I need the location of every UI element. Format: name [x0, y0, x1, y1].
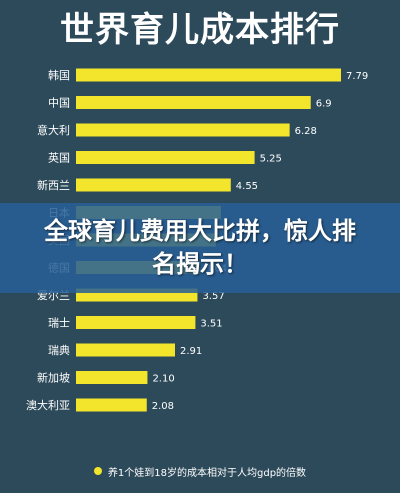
category-label: 瑞士: [48, 316, 70, 330]
bar: [76, 398, 147, 412]
value-label: 2.08: [152, 401, 174, 412]
legend-swatch: [93, 467, 102, 475]
category-label: 中国: [48, 97, 70, 110]
category-label: 新加坡: [37, 371, 70, 385]
legend-label: 养1个娃到18岁的成本相对于人均gdp的倍数: [107, 467, 307, 479]
bar: [76, 178, 231, 192]
value-label: 5.25: [260, 154, 282, 165]
headline-banner: 全球育儿费用大比拼，惊人排名揭示！: [0, 203, 400, 293]
chart-legend: 养1个娃到18岁的成本相对于人均gdp的倍数: [0, 463, 400, 479]
value-label: 3.51: [200, 319, 222, 330]
value-label: 7.79: [346, 71, 368, 82]
value-label: 6.9: [316, 99, 332, 110]
bar: [76, 96, 311, 109]
value-label: 4.55: [236, 181, 258, 192]
category-label: 英国: [48, 151, 70, 165]
bar: [76, 343, 175, 357]
category-label: 意大利: [37, 123, 70, 137]
value-label: 2.91: [180, 346, 202, 357]
chart-title: 世界育儿成本排行: [60, 10, 340, 50]
headline-text: 全球育儿费用大比拼，惊人排名揭示！: [44, 217, 356, 278]
category-label: 新西兰: [37, 178, 70, 192]
category-label: 瑞典: [48, 343, 70, 357]
bar: [76, 316, 196, 329]
value-label: 6.28: [295, 126, 317, 137]
bar: [76, 151, 255, 164]
category-label: 澳大利亚: [26, 398, 70, 412]
bar: [76, 123, 290, 137]
bar: [76, 371, 148, 384]
value-label: 3.57: [202, 291, 224, 302]
value-label: 2.10: [152, 374, 174, 385]
category-label: 韩国: [48, 68, 70, 82]
bar: [76, 68, 341, 82]
